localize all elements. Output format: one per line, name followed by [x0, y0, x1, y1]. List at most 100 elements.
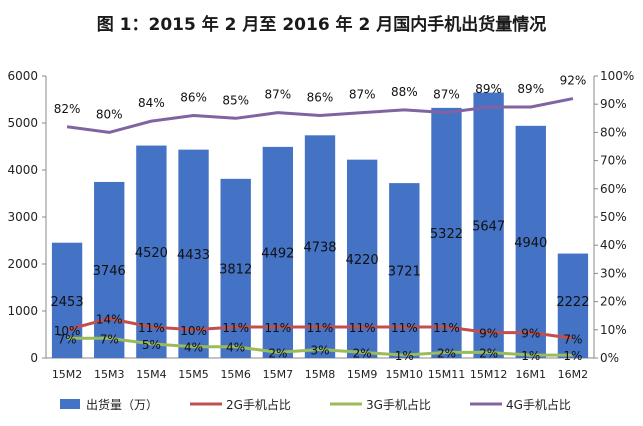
line-value-label: 4%	[226, 341, 245, 355]
bar-value-label: 5647	[472, 219, 505, 234]
y-left-tick-label: 4000	[7, 163, 38, 177]
bar-value-label: 3812	[219, 262, 252, 277]
chart-title: 图 1：2015 年 2 月至 2016 年 2 月国内手机出货量情况	[96, 15, 547, 35]
legend-label: 4G手机占比	[506, 397, 571, 412]
bar-value-label: 4940	[514, 236, 547, 251]
bar-value-label: 4492	[261, 246, 294, 261]
line-value-label: 2%	[268, 346, 287, 360]
y-right-tick-label: 40%	[600, 238, 627, 252]
legend-label: 3G手机占比	[366, 397, 431, 412]
line-value-label: 1%	[521, 349, 540, 363]
line-series	[67, 336, 573, 357]
bar	[515, 125, 546, 358]
bar-value-label: 2222	[556, 295, 589, 310]
y-left-tick-label: 3000	[7, 210, 38, 224]
bar-value-label: 3721	[388, 265, 421, 280]
x-tick-label: 15M8	[305, 368, 336, 381]
line-value-label: 87%	[433, 88, 460, 102]
line-value-label: 14%	[96, 313, 123, 327]
bar	[178, 149, 209, 358]
y-left-tick-label: 1000	[7, 304, 38, 318]
x-tick-label: 15M7	[263, 368, 294, 381]
bar	[94, 181, 125, 358]
line-value-label: 89%	[475, 82, 502, 96]
line-value-label: 3%	[310, 344, 329, 358]
x-tick-label: 15M6	[220, 368, 251, 381]
line-value-label: 11%	[349, 321, 376, 335]
line-series	[66, 317, 574, 340]
bar	[136, 145, 167, 358]
line-value-label: 9%	[521, 327, 540, 341]
y-left-tick-label: 0	[30, 351, 38, 365]
x-tick-label: 15M4	[136, 368, 167, 381]
line-value-label: 7%	[563, 332, 582, 346]
bar-value-label: 4520	[135, 246, 168, 261]
line-value-label: 11%	[138, 321, 165, 335]
x-tick-label: 15M12	[470, 368, 508, 381]
x-tick-label: 15M5	[178, 368, 209, 381]
x-tick-label: 16M1	[516, 368, 547, 381]
x-tick-label: 15M3	[94, 368, 125, 381]
y-right-tick-label: 70%	[600, 154, 627, 168]
line-value-label: 11%	[307, 321, 334, 335]
line-value-label: 10%	[180, 324, 207, 338]
line-value-label: 10%	[54, 324, 81, 338]
bar	[557, 253, 589, 358]
y-right-tick-label: 80%	[600, 125, 627, 139]
y-left-tick-label: 6000	[7, 69, 38, 83]
line-value-label: 87%	[265, 88, 292, 102]
line-value-label: 86%	[180, 90, 207, 104]
legend-label: 2G手机占比	[226, 397, 291, 412]
line-value-label: 11%	[222, 321, 249, 335]
line-value-label: 7%	[100, 332, 119, 346]
x-tick-label: 15M11	[428, 368, 466, 381]
line-value-label: 80%	[96, 107, 123, 121]
y-right-tick-label: 60%	[600, 182, 627, 196]
y-right-tick-label: 50%	[600, 210, 627, 224]
line-value-label: 88%	[391, 85, 418, 99]
bar	[473, 92, 504, 358]
bar-value-label: 5322	[430, 227, 463, 242]
y-right-tick-label: 30%	[600, 266, 627, 280]
line-value-label: 1%	[395, 349, 414, 363]
line-value-label: 2%	[479, 346, 498, 360]
line-value-label: 1%	[563, 349, 582, 363]
line-value-label: 84%	[138, 96, 165, 110]
bar	[431, 107, 462, 358]
x-tick-label: 15M2	[52, 368, 83, 381]
y-right-tick-label: 20%	[600, 295, 627, 309]
y-right-tick-label: 0%	[600, 351, 619, 365]
line-value-label: 11%	[391, 321, 418, 335]
x-tick-label: 15M10	[386, 368, 424, 381]
line-value-label: 89%	[517, 82, 544, 96]
bar-value-label: 4220	[346, 253, 379, 268]
bar-value-label: 2453	[51, 295, 84, 310]
x-tick-label: 16M2	[558, 368, 589, 381]
bar	[262, 146, 294, 358]
y-left-tick-label: 2000	[7, 257, 38, 271]
y-left-tick-label: 5000	[7, 116, 38, 130]
line-value-label: 82%	[54, 102, 81, 116]
line-value-label: 11%	[433, 321, 460, 335]
line-value-label: 4%	[184, 341, 203, 355]
y-right-tick-label: 90%	[600, 97, 627, 111]
legend-label: 出货量（万）	[86, 397, 158, 412]
line-value-label: 87%	[349, 88, 376, 102]
line-value-label: 5%	[142, 338, 161, 352]
line-value-label: 85%	[222, 93, 249, 107]
line-value-label: 2%	[353, 346, 372, 360]
x-tick-label: 15M9	[347, 368, 378, 381]
line-value-label: 11%	[265, 321, 292, 335]
line-value-label: 2%	[437, 346, 456, 360]
bar-value-label: 3746	[93, 264, 126, 279]
bar	[346, 159, 378, 358]
bar	[389, 183, 420, 358]
line-value-label: 92%	[560, 74, 587, 88]
line-value-label: 7%	[58, 332, 77, 346]
y-right-tick-label: 100%	[600, 69, 634, 83]
bar	[304, 135, 336, 358]
line-value-label: 9%	[479, 327, 498, 341]
bar-value-label: 4433	[177, 248, 210, 263]
legend-swatch	[60, 399, 80, 409]
